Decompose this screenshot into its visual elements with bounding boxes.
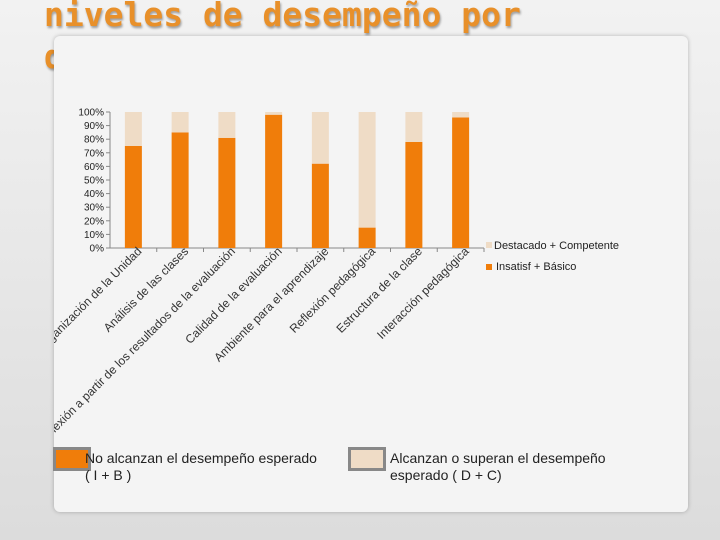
legend-marker-destacado-competente xyxy=(486,242,492,248)
bar-insatisf-basico xyxy=(358,227,376,248)
bar-destacado-competente xyxy=(171,112,189,133)
note-low-line1: No alcanzan el desempeño esperado xyxy=(85,450,317,466)
bar-insatisf-basico xyxy=(265,114,283,248)
bar-destacado-competente xyxy=(452,112,470,118)
legend-marker-insatisf-basico xyxy=(486,264,492,270)
bar-insatisf-basico xyxy=(218,137,236,248)
chart-card: 0% 10% 20% 30% 40% 50% 60% 70% 80% 90% 100% Organiz… xyxy=(53,36,688,512)
x-category-label: Reflexión pedagógica xyxy=(287,244,379,336)
note-low-line2: ( I + B ) xyxy=(85,467,132,483)
x-category-label: Interacción pedagógica xyxy=(374,244,472,342)
y-tick-label: 60% xyxy=(84,162,104,173)
bar-destacado-competente xyxy=(218,112,236,138)
x-category-label: Reflexión a partir de los resultados de … xyxy=(54,244,238,448)
x-category-label: Análisis de las clases xyxy=(101,244,192,335)
y-tick-label: 20% xyxy=(84,216,104,227)
stacked-bar-chart: 0%10%20%30%40%50%60%70%80%90%100%Organiz… xyxy=(54,108,619,449)
legend-label-destacado-competente: Destacado + Competente xyxy=(494,240,619,252)
bar-destacado-competente xyxy=(358,112,376,228)
bar-insatisf-basico xyxy=(452,117,470,248)
legend-swatch-low xyxy=(53,447,91,471)
y-tick-label: 40% xyxy=(84,189,104,200)
bar-insatisf-basico xyxy=(124,146,142,248)
bar-destacado-competente xyxy=(265,112,283,115)
bar-insatisf-basico xyxy=(311,163,329,248)
y-tick-label: 70% xyxy=(84,148,104,159)
x-category-label: Estructura de la clase xyxy=(334,244,426,336)
bar-destacado-competente xyxy=(311,112,329,164)
y-tick-label: 0% xyxy=(90,244,105,255)
note-high-line2: esperado ( D + C) xyxy=(390,467,502,483)
y-tick-label: 50% xyxy=(84,176,104,187)
bar-destacado-competente xyxy=(124,112,142,146)
y-tick-label: 80% xyxy=(84,135,104,146)
bar-insatisf-basico xyxy=(405,141,423,248)
note-high-line1: Alcanzan o superan el desempeño xyxy=(390,450,606,466)
bar-insatisf-basico xyxy=(171,132,189,248)
y-tick-label: 30% xyxy=(84,203,104,214)
y-tick-label: 90% xyxy=(84,121,104,132)
y-tick-label: 10% xyxy=(84,230,104,241)
legend-swatch-high xyxy=(348,447,386,471)
bar-destacado-competente xyxy=(405,112,423,142)
y-tick-label: 100% xyxy=(78,108,104,119)
legend-label-insatisf-basico: Insatisf + Básico xyxy=(496,261,576,273)
